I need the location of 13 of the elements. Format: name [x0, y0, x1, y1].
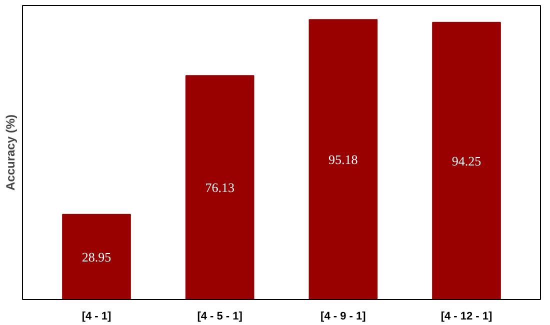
x-tick-label: [4 - 1] [82, 310, 112, 322]
bar [62, 214, 131, 300]
data-label: 76.13 [205, 180, 234, 196]
bar [308, 19, 378, 300]
x-tick-label: [4 - 12 - 1] [440, 310, 493, 322]
bar [432, 22, 501, 300]
data-label: 95.18 [328, 152, 358, 168]
x-tick-label: [4 - 9 - 1] [320, 310, 366, 322]
data-label: 94.25 [452, 153, 482, 168]
data-label: 28.95 [82, 249, 112, 264]
bar [185, 75, 254, 300]
y-axis-title: Accuracy (%) [4, 114, 18, 191]
x-tick-label: [4 - 5 - 1] [197, 310, 243, 322]
